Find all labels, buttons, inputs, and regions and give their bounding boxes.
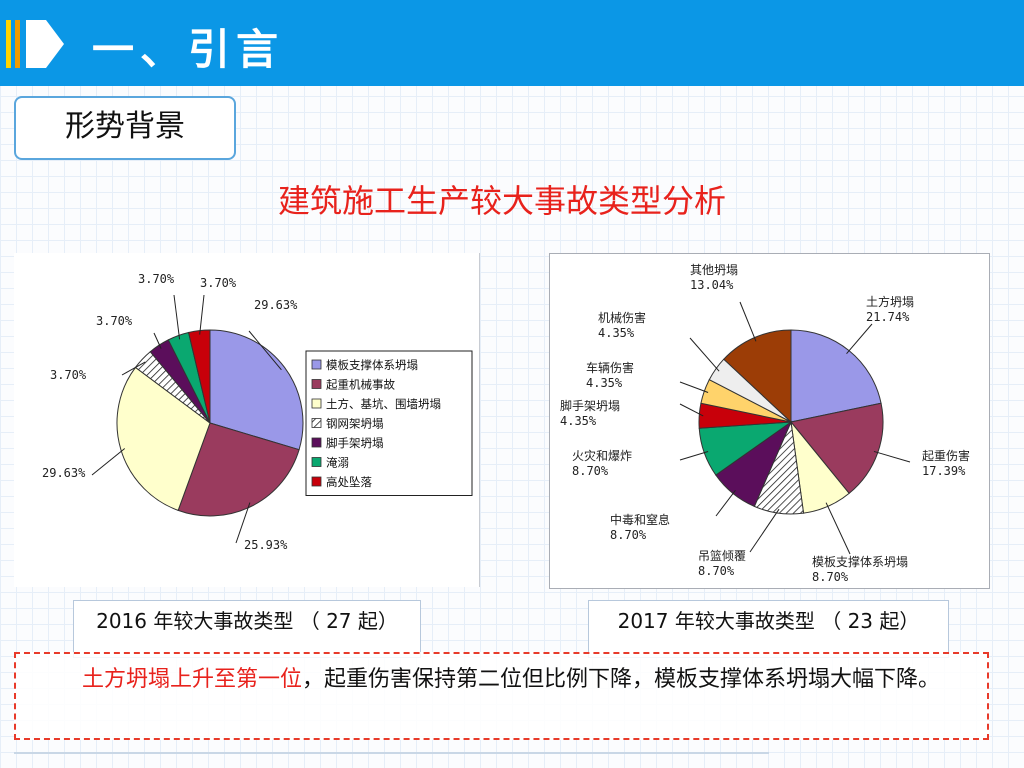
data-label: 8.70%: [610, 528, 647, 542]
data-label: 29.63%: [254, 298, 298, 312]
data-label: 29.63%: [42, 466, 86, 480]
conclusion-note: 土方坍塌上升至第一位，起重伤害保持第二位但比例下降，模板支撑体系坍塌大幅下降。: [14, 652, 989, 740]
data-label: 3.70%: [50, 368, 87, 382]
chart-2016: 29.63% 25.93% 29.63% 3.70% 3.70% 3.70% 3.70% 模板…: [14, 253, 480, 587]
category-label: 脚手架坍塌: [560, 398, 620, 413]
leader-line: [825, 502, 851, 555]
leader-line: [846, 323, 873, 355]
legend-swatch: [311, 398, 322, 409]
pie-chart-2017: 土方坍塌21.74%起重伤害17.39%模板支撑体系坍塌8.70%吊篮倾覆8.7…: [560, 263, 970, 584]
legend-swatch: [311, 476, 322, 487]
pie-slice: [187, 329, 211, 424]
header-bar: 一、引言: [0, 0, 1024, 86]
leader-line: [739, 301, 757, 342]
legend-label: 高处坠落: [326, 475, 372, 489]
legend-swatch: [311, 379, 322, 389]
leader-line: [715, 489, 736, 517]
header-title: 一、引言: [92, 25, 285, 74]
footer-line: [14, 752, 769, 754]
data-label: 4.35%: [560, 414, 597, 428]
conclusion-rest: ，起重伤害保持第二位但比例下降，模板支撑体系坍塌大幅下降。: [302, 667, 941, 692]
category-label: 土方坍塌: [866, 294, 914, 309]
category-label: 中毒和窒息: [610, 512, 670, 527]
legend-label: 模板支撑体系坍塌: [326, 358, 418, 372]
data-label: 13.04%: [690, 278, 734, 292]
leader-line: [235, 502, 251, 544]
legend-label: 淹溺: [326, 456, 349, 470]
data-label: 8.70%: [572, 464, 609, 478]
leader-line: [91, 448, 126, 476]
leader-line: [689, 337, 720, 372]
data-label: 8.70%: [812, 570, 849, 584]
legend-label: 脚手架坍塌: [326, 436, 384, 450]
category-label: 模板支撑体系坍塌: [812, 554, 908, 569]
pie-slice: [177, 422, 300, 517]
data-label: 21.74%: [866, 310, 910, 324]
chart-2017: 土方坍塌 21.74% 起重伤害 17.39% 模板支撑体系坍塌 8.70% 吊篮倾覆 8.7…: [549, 253, 990, 589]
category-label: 起重伤害: [922, 448, 970, 463]
legend-label: 钢网架坍塌: [326, 417, 384, 431]
pie-slice: [116, 366, 211, 512]
leader-line: [679, 381, 709, 393]
leader-line: [153, 332, 162, 349]
legend-swatch: [311, 437, 322, 448]
leader-line: [248, 330, 282, 371]
category-label: 其他坍塌: [690, 263, 738, 277]
leader-line: [173, 294, 181, 340]
caption-2016: 2016 年较大事故类型 （ 27 起）: [73, 600, 421, 658]
legend-box: [305, 350, 473, 496]
caption-2017: 2017 年较大事故类型 （ 23 起）: [588, 600, 949, 658]
chevron-logo-icon: [6, 20, 64, 68]
category-label: 车辆伤害: [586, 360, 634, 375]
main-title: 建筑施工生产较大事故类型分析: [277, 182, 726, 220]
category-label: 机械伤害: [598, 310, 646, 325]
data-label: 4.35%: [586, 376, 623, 390]
data-label: 4.35%: [598, 326, 635, 340]
legend-label: 土方、基坑、围墙坍塌: [326, 397, 441, 411]
section-label-box: 形势背景: [14, 96, 236, 160]
leader-line: [873, 450, 911, 463]
category-label: 火灾和爆炸: [572, 448, 632, 463]
leader-line: [679, 403, 704, 417]
data-label: 3.70%: [200, 276, 237, 290]
leader-line: [679, 450, 709, 461]
data-label: 3.70%: [96, 314, 133, 328]
data-label: 3.70%: [138, 272, 175, 286]
conclusion-highlight: 土方坍塌上升至第一位: [82, 667, 303, 692]
legend-swatch: [311, 359, 322, 370]
conclusion-text: 土方坍塌上升至第一位，起重伤害保持第二位但比例下降，模板支撑体系坍塌大幅下降。: [24, 660, 984, 700]
legend-swatch: [311, 418, 322, 428]
leader-line: [749, 508, 780, 553]
data-label: 8.70%: [698, 564, 735, 578]
data-label: 25.93%: [244, 538, 288, 552]
category-label: 吊篮倾覆: [698, 548, 746, 563]
data-label: 17.39%: [922, 464, 966, 478]
section-label: 形势背景: [65, 109, 185, 144]
legend-label: 起重机械事故: [326, 378, 395, 392]
leader-line: [199, 294, 205, 335]
pie-slice: [209, 329, 304, 451]
pie-chart-2016: 29.63% 25.93% 29.63% 3.70% 3.70% 3.70% 3.70% 模板…: [42, 272, 473, 552]
leader-line: [121, 361, 146, 376]
legend-swatch: [311, 457, 322, 467]
